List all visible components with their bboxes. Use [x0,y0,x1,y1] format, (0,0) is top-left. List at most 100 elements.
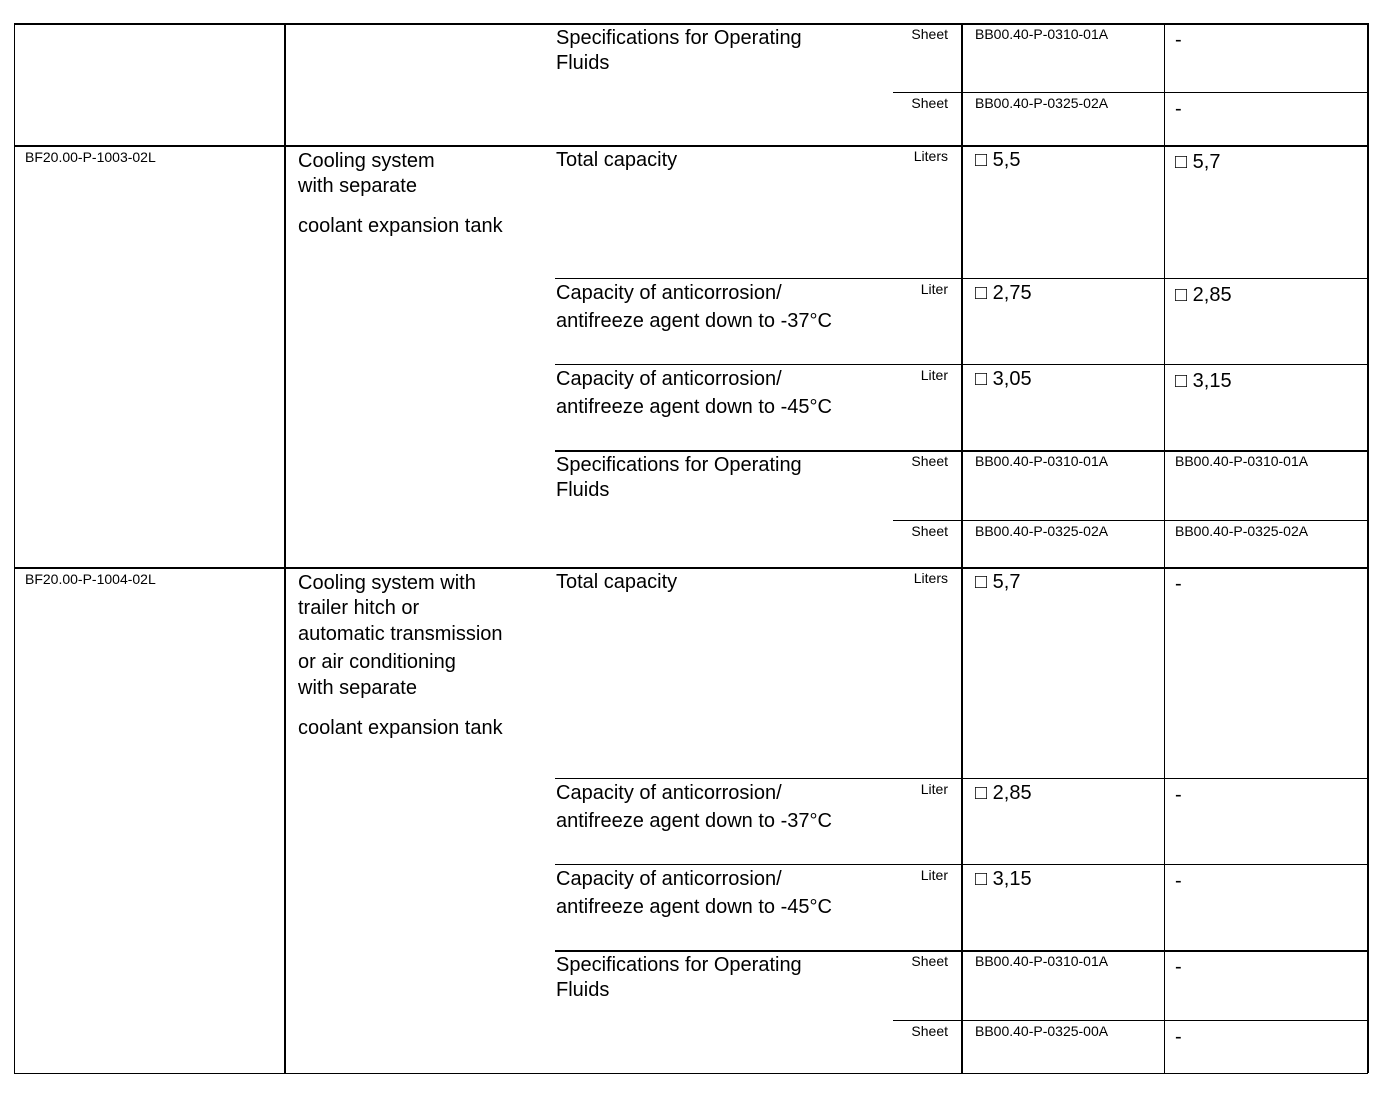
row-label-line: antifreeze agent down to -37°C [556,309,832,334]
row-label-line: Capacity of anticorrosion/ [556,867,782,892]
row-label-line: Capacity of anticorrosion/ [556,367,782,392]
row-label-text: Specifications for Operating [556,454,802,476]
row-label-text: antifreeze agent down to -37 [556,810,810,832]
row-label-text: Total capacity [556,571,678,593]
row-label-line: Capacity of anticorrosion/ [556,281,782,306]
row-label-text: antifreeze agent down to -45 [556,396,810,418]
column-divider [284,23,286,1073]
value-column-1: BB00.40-P-0310-01A [975,26,1109,42]
unit-label: Sheet [911,953,948,969]
row-divider [14,145,1368,147]
row-label-text: Capacity of anticorrosion/ [556,868,782,890]
value-column-1: BB00.40-P-0310-01A [975,453,1109,469]
value-column-2: BB00.40-P-0310-01A [1175,453,1309,469]
row-label-text: Fluids [556,52,610,74]
degree-celsius: °C [809,396,832,418]
column-divider [14,23,15,1073]
section-description-line: with separate [298,677,417,699]
row-divider [555,778,1368,779]
row-label-line: antifreeze agent down to -37°C [556,809,832,834]
row-label-line: Specifications for Operating [556,953,802,978]
section-code: BF20.00-P-1004-02L [25,571,156,587]
section-description-line: trailer hitch or [298,597,420,619]
unit-label: Sheet [911,523,948,539]
value-column-1: □ 2,75 [975,282,1032,304]
degree-celsius: °C [809,810,832,832]
value-column-1: BB00.40-P-0310-01A [975,953,1109,969]
row-label-line: antifreeze agent down to -45°C [556,395,832,420]
row-divider [555,864,1368,865]
row-label-line: Fluids [556,978,609,1003]
value-column-2: - [1175,784,1182,806]
section-description-line: with separate [298,175,417,197]
unit-label: Sheet [911,95,948,111]
section-description-line: coolant expansion tank [298,717,503,739]
degree-celsius: °C [809,310,832,332]
unit-label: Liters [913,148,948,164]
row-divider [555,950,1368,952]
row-label-text: Capacity of anticorrosion/ [556,282,782,304]
row-divider [893,520,1368,521]
row-divider [893,92,1368,93]
row-label-line: Total capacity [556,148,677,173]
unit-label: Sheet [911,26,948,42]
row-label-line: Specifications for Operating [556,26,802,51]
column-divider [1367,23,1369,1073]
value-column-1: □ 3,05 [975,368,1032,390]
value-column-1: □ 5,5 [975,149,1021,171]
row-label-text: Capacity of anticorrosion/ [556,782,782,804]
value-column-2: - [1175,956,1182,978]
row-label-line: antifreeze agent down to -45°C [556,895,832,920]
row-label-line: Fluids [556,51,609,76]
value-column-2: - [1175,98,1182,120]
value-column-1: □ 2,85 [975,782,1032,804]
value-column-2: - [1175,1026,1182,1048]
row-label-line: Specifications for Operating [556,453,802,478]
row-divider [893,1020,1368,1021]
value-column-1: □ 5,7 [975,571,1021,593]
row-label-text: antifreeze agent down to -37 [556,310,810,332]
unit-label: Sheet [911,1023,948,1039]
row-label-text: Specifications for Operating [556,27,802,49]
value-column-2: - [1175,870,1182,892]
unit-label: Sheet [911,453,948,469]
value-column-2: □ 3,15 [1175,370,1232,392]
unit-label: Liters [913,570,948,586]
section-description-line: coolant expansion tank [298,215,503,237]
value-column-2: □ 5,7 [1175,151,1221,173]
row-divider [555,450,1368,452]
row-label-line: Capacity of anticorrosion/ [556,781,782,806]
row-label-line: Fluids [556,478,609,503]
row-divider [14,1073,1368,1074]
value-column-2: - [1175,29,1182,51]
value-column-2: BB00.40-P-0325-02A [1175,523,1309,539]
row-label-line: Total capacity [556,570,677,595]
section-description-line: or air conditioning [298,651,456,673]
unit-label: Liter [920,867,948,883]
degree-celsius: °C [809,896,832,918]
value-column-1: BB00.40-P-0325-02A [975,523,1109,539]
row-label-text: Fluids [556,479,610,501]
section-description-line: Cooling system with [298,572,476,594]
section-code: BF20.00-P-1003-02L [25,149,156,165]
row-divider [555,278,1368,279]
row-divider [14,23,1368,25]
row-label-text: Total capacity [556,149,678,171]
unit-label: Liter [920,781,948,797]
row-divider [555,364,1368,365]
unit-label: Liter [920,281,948,297]
value-column-1: □ 3,15 [975,868,1032,890]
unit-label: Liter [920,367,948,383]
value-column-2: □ 2,85 [1175,284,1232,306]
row-label-text: Specifications for Operating [556,954,802,976]
section-description-line: automatic transmission [298,623,503,645]
value-column-1: BB00.40-P-0325-02A [975,95,1109,111]
row-label-text: Fluids [556,979,610,1001]
row-divider [14,567,1368,569]
value-column-1: BB00.40-P-0325-00A [975,1023,1109,1039]
row-label-text: antifreeze agent down to -45 [556,896,810,918]
row-label-text: Capacity of anticorrosion/ [556,368,782,390]
column-divider [961,23,963,1073]
column-divider [1164,23,1165,1073]
value-column-2: - [1175,573,1182,595]
